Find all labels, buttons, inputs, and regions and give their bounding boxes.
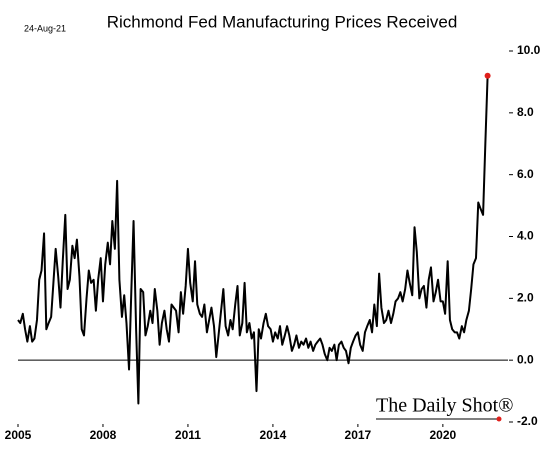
- y-tick-label: -2.0: [517, 414, 538, 428]
- date-label: 24-Aug-21: [24, 23, 66, 33]
- y-tick-label: 8.0: [517, 105, 534, 119]
- y-tick-label: 0.0: [517, 352, 534, 366]
- y-tick-label: 6.0: [517, 167, 534, 181]
- x-tick-label: 2005: [5, 428, 32, 442]
- x-tick-label: 2020: [430, 428, 457, 442]
- y-tick-label: 10.0: [517, 43, 541, 57]
- source-logo: The Daily Shot®: [376, 395, 513, 417]
- data-line: [17, 75, 489, 405]
- logo-dot: [496, 416, 502, 422]
- end-marker: [484, 72, 491, 79]
- x-tick-label: 2008: [90, 428, 117, 442]
- y-tick-label: 4.0: [517, 229, 534, 243]
- y-tick-label: 2.0: [517, 291, 534, 305]
- x-tick-label: 2014: [260, 428, 287, 442]
- x-tick-label: 2017: [345, 428, 372, 442]
- chart-title: Richmond Fed Manufacturing Prices Receiv…: [107, 12, 458, 31]
- x-tick-label: 2011: [175, 428, 201, 442]
